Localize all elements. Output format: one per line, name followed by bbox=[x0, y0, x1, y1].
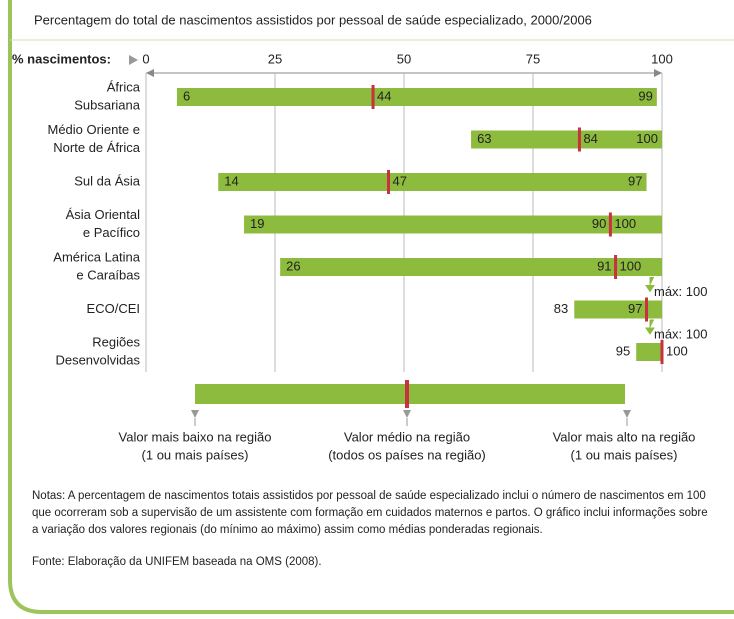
source: Fonte: Elaboração da UNIFEM baseada na O… bbox=[32, 556, 322, 568]
min-label: 83 bbox=[554, 301, 568, 316]
category-label: Desenvolvidas bbox=[55, 352, 140, 367]
min-label: 14 bbox=[224, 173, 238, 188]
frame bbox=[8, 0, 734, 614]
chart-title: Percentagem do total de nascimentos assi… bbox=[34, 12, 592, 27]
legend-label: (todos os países na região) bbox=[328, 447, 486, 462]
legend-arrows bbox=[191, 410, 631, 418]
x-tick-label: 100 bbox=[651, 51, 673, 66]
axis-label: % nascimentos: bbox=[12, 51, 111, 66]
min-label: 26 bbox=[286, 258, 300, 273]
legend-bar bbox=[195, 384, 625, 404]
mean-marker bbox=[645, 297, 649, 322]
range-bar bbox=[636, 343, 662, 361]
max-label: 100 bbox=[636, 131, 658, 146]
category-label: e Pacífico bbox=[83, 225, 140, 240]
mean-label: 44 bbox=[377, 88, 391, 103]
mean-marker bbox=[371, 85, 375, 109]
x-tick-label: 25 bbox=[268, 51, 282, 66]
max-label: 97 bbox=[628, 173, 642, 188]
range-bar bbox=[176, 88, 657, 106]
range-bar bbox=[218, 173, 647, 191]
category-label: África bbox=[107, 79, 141, 94]
range-bar bbox=[471, 130, 662, 149]
legend-label: Valor médio na região bbox=[344, 429, 470, 444]
legend-label: (1 ou mais países) bbox=[571, 447, 678, 462]
category-label: Regiões bbox=[92, 334, 140, 349]
mean-marker bbox=[387, 170, 391, 194]
max-label: 100 bbox=[614, 216, 636, 231]
mean-label: 97 bbox=[628, 301, 642, 316]
category-label: Sul da Ásia bbox=[74, 173, 141, 188]
min-label: 63 bbox=[477, 131, 491, 146]
category-label: e Caraíbas bbox=[76, 267, 140, 282]
mean-label: 84 bbox=[583, 131, 597, 146]
mean-label: 91 bbox=[597, 258, 611, 273]
notes: Notas: A percentagem de nascimentos tota… bbox=[32, 490, 708, 536]
legend-label: Valor mais alto na região bbox=[553, 429, 696, 444]
mean-marker bbox=[577, 127, 581, 152]
max-pointer bbox=[645, 277, 655, 293]
min-label: 95 bbox=[616, 343, 630, 358]
mean-label: 90 bbox=[592, 216, 606, 231]
mean-marker bbox=[614, 255, 618, 279]
max-label: máx: 100 bbox=[654, 284, 707, 299]
max-label: 100 bbox=[620, 258, 642, 273]
category-label: Subsariana bbox=[74, 97, 141, 112]
x-tick-label: 75 bbox=[526, 51, 540, 66]
category-label: América Latina bbox=[53, 249, 140, 264]
legend-marker bbox=[405, 380, 409, 408]
category-label: Ásia Oriental bbox=[66, 207, 141, 222]
legend-label: (1 ou mais países) bbox=[142, 447, 249, 462]
mean-marker bbox=[608, 212, 612, 237]
mean-marker bbox=[660, 340, 664, 364]
category-label: Médio Oriente e bbox=[48, 122, 141, 137]
category-label: ECO/CEI bbox=[87, 301, 140, 316]
range-bar bbox=[244, 215, 663, 234]
max-label: máx: 100 bbox=[654, 326, 707, 341]
range-bar bbox=[280, 258, 662, 276]
min-label: 6 bbox=[183, 88, 190, 103]
range-bar bbox=[574, 300, 662, 319]
max-label: 99 bbox=[638, 88, 652, 103]
mean-label: 100 bbox=[666, 343, 688, 358]
min-label: 19 bbox=[250, 216, 264, 231]
max-pointer bbox=[645, 319, 655, 335]
x-tick-label: 0 bbox=[142, 51, 149, 66]
mean-label: 47 bbox=[393, 173, 407, 188]
legend-label: Valor mais baixo na região bbox=[119, 429, 272, 444]
x-tick-label: 50 bbox=[397, 51, 411, 66]
category-label: Norte de África bbox=[53, 140, 140, 155]
axis-arrow bbox=[129, 55, 138, 65]
